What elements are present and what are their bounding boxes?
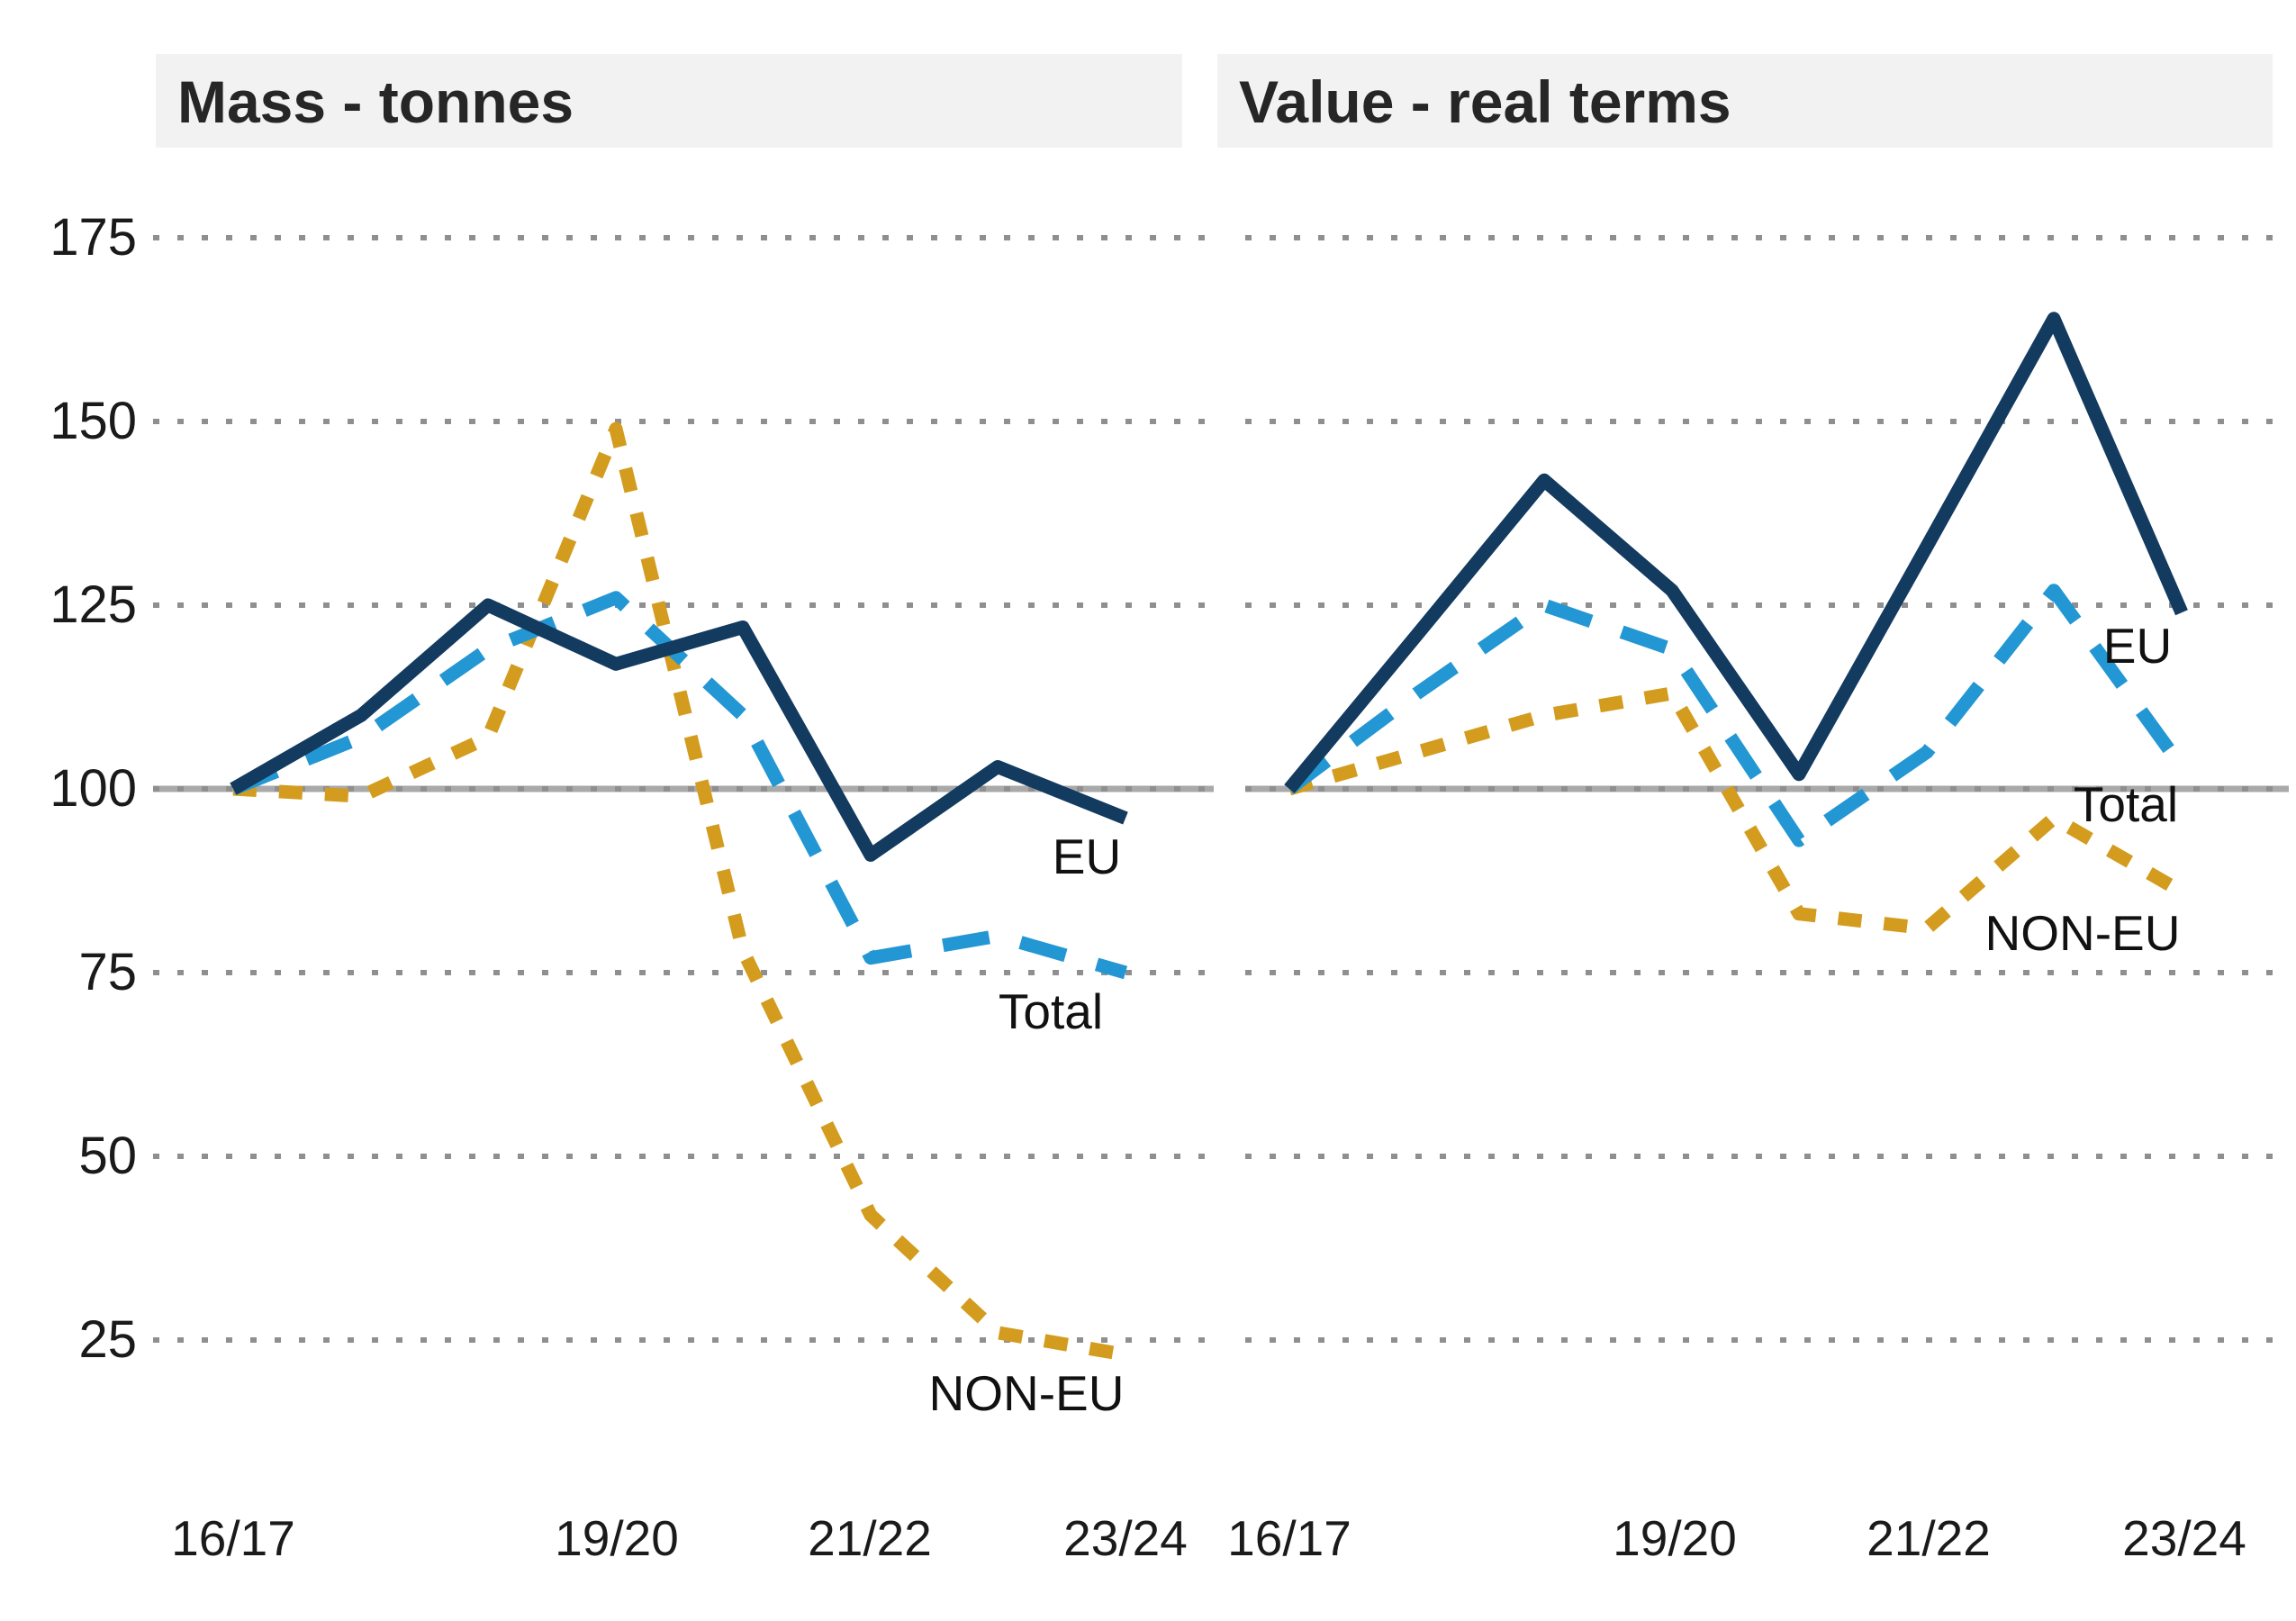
y-tick-125: 125 — [50, 575, 137, 634]
right-x-tick-1617: 16/17 — [1227, 1510, 1351, 1566]
left-x-tick-2324: 23/24 — [1063, 1510, 1188, 1566]
panel1-non-eu-line — [1287, 686, 2185, 936]
right-total-series-label: Total — [2073, 776, 2179, 832]
panel0-total-line — [231, 591, 1128, 980]
right-chart-title: Value - real terms — [1239, 68, 1731, 135]
right-eu-series-label: EU — [2102, 618, 2173, 674]
panel1-total-line — [1285, 584, 2188, 847]
right-x-tick-1920: 19/20 — [1613, 1510, 1737, 1566]
left-non-eu-series-label: NON-EU — [928, 1365, 1125, 1421]
right-x-tick-2122: 21/22 — [1867, 1510, 1991, 1566]
left-x-tick-2122: 21/22 — [808, 1510, 932, 1566]
panel0-non-eu-line — [232, 421, 1127, 1362]
right-title-band: Value - real terms — [1217, 54, 2273, 148]
left-x-tick-1920: 19/20 — [555, 1510, 679, 1566]
y-tick-100: 100 — [50, 759, 137, 818]
left-eu-series-label: EU — [1052, 829, 1122, 884]
y-tick-175: 175 — [50, 208, 137, 267]
left-x-tick-1617: 16/17 — [171, 1510, 295, 1566]
right-non-eu-series-label: NON-EU — [1984, 905, 2181, 961]
left-total-series-label: Total — [998, 983, 1104, 1039]
panel0-eu-line — [230, 598, 1128, 862]
y-tick-25: 25 — [78, 1310, 137, 1369]
y-tick-150: 150 — [50, 392, 137, 450]
panel1-eu-line — [1284, 312, 2188, 793]
y-tick-50: 50 — [78, 1127, 137, 1185]
y-tick-75: 75 — [78, 943, 137, 1001]
left-title-band: Mass - tonnes — [156, 54, 1182, 148]
right-x-tick-2324: 23/24 — [2122, 1510, 2246, 1566]
left-chart-title: Mass - tonnes — [177, 68, 574, 135]
